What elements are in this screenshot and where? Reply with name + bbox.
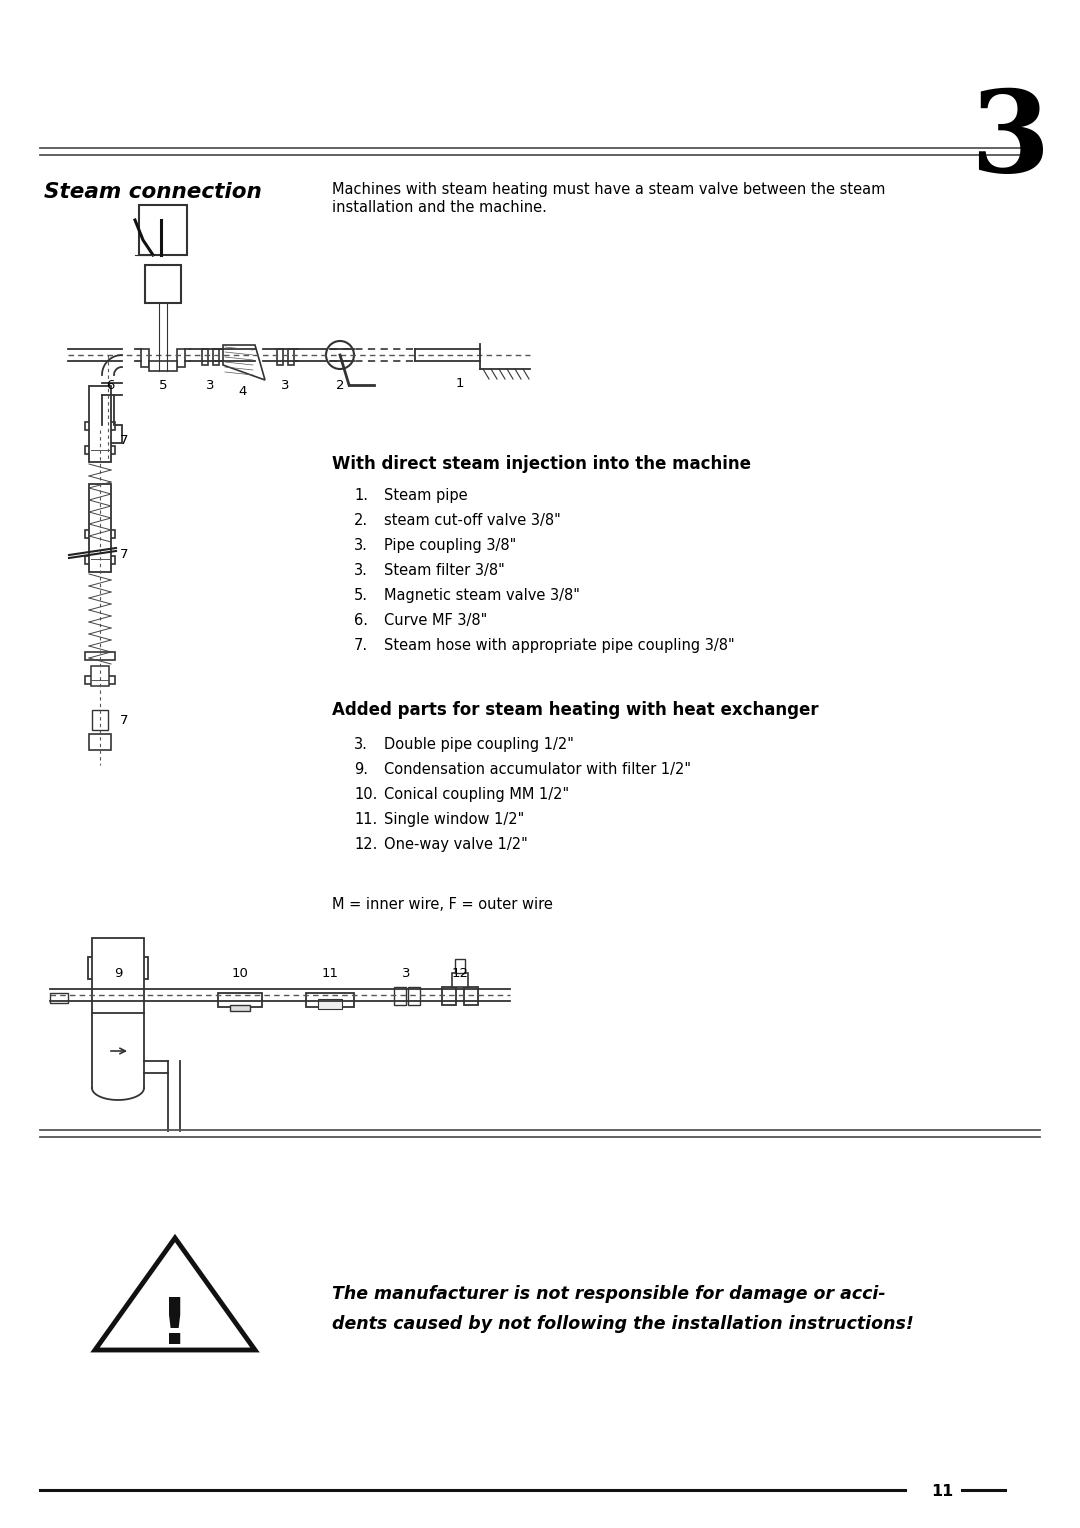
Text: 3: 3 — [402, 967, 410, 979]
Text: 11: 11 — [931, 1484, 954, 1499]
Text: 2.: 2. — [354, 513, 368, 529]
Text: Steam connection: Steam connection — [44, 182, 261, 202]
Bar — [89, 733, 111, 750]
Text: 3.: 3. — [354, 538, 368, 553]
Text: 11.: 11. — [354, 811, 377, 827]
Bar — [91, 666, 109, 686]
Text: 3: 3 — [206, 379, 214, 393]
Bar — [96, 425, 122, 443]
Text: Double pipe coupling 1/2": Double pipe coupling 1/2" — [384, 736, 573, 752]
Text: 10.: 10. — [354, 787, 377, 802]
Text: steam cut-off valve 3/8": steam cut-off valve 3/8" — [384, 513, 561, 529]
Text: 3.: 3. — [354, 562, 368, 578]
Bar — [306, 993, 354, 1007]
Bar — [177, 348, 185, 367]
Text: 3.: 3. — [354, 736, 368, 752]
Text: Pipe coupling 3/8": Pipe coupling 3/8" — [384, 538, 516, 553]
Text: With direct steam injection into the machine: With direct steam injection into the mac… — [332, 455, 751, 474]
Bar — [92, 938, 144, 1013]
Text: M = inner wire, F = outer wire: M = inner wire, F = outer wire — [332, 897, 553, 912]
Bar — [149, 361, 177, 371]
Text: 11: 11 — [322, 967, 338, 979]
Text: Conical coupling MM 1/2": Conical coupling MM 1/2" — [384, 787, 569, 802]
Text: The manufacturer is not responsible for damage or acci-: The manufacturer is not responsible for … — [332, 1285, 886, 1303]
Text: 12: 12 — [451, 967, 469, 979]
Text: dents caused by not following the installation instructions!: dents caused by not following the instal… — [332, 1316, 914, 1332]
Text: 5.: 5. — [354, 588, 368, 604]
Text: 3: 3 — [281, 379, 289, 393]
Bar — [85, 556, 114, 564]
Bar — [91, 545, 109, 565]
Bar — [89, 484, 111, 571]
Text: installation and the machine.: installation and the machine. — [332, 200, 546, 215]
Text: One-way valve 1/2": One-way valve 1/2" — [384, 837, 528, 853]
Text: 6: 6 — [106, 379, 114, 393]
Text: 3: 3 — [970, 86, 1050, 196]
Bar — [141, 348, 149, 367]
Text: Steam hose with appropriate pipe coupling 3/8": Steam hose with appropriate pipe couplin… — [384, 639, 734, 652]
Circle shape — [326, 341, 354, 368]
Polygon shape — [222, 345, 265, 380]
Bar — [85, 530, 114, 538]
Text: 1.: 1. — [354, 487, 368, 503]
Bar — [85, 422, 114, 429]
Bar — [85, 675, 114, 685]
Text: 7: 7 — [120, 714, 129, 726]
Bar — [145, 264, 181, 303]
Bar — [89, 387, 111, 461]
Bar — [218, 993, 262, 1007]
Text: 9: 9 — [113, 967, 122, 979]
Text: Single window 1/2": Single window 1/2" — [384, 811, 524, 827]
Text: 12.: 12. — [354, 837, 377, 853]
Bar — [213, 348, 219, 365]
Bar — [50, 993, 68, 1002]
Text: Condensation accumulator with filter 1/2": Condensation accumulator with filter 1/2… — [384, 762, 691, 778]
Text: Magnetic steam valve 3/8": Magnetic steam valve 3/8" — [384, 588, 580, 604]
Text: 10: 10 — [231, 967, 248, 979]
Bar — [91, 435, 109, 455]
Bar — [288, 348, 294, 365]
Text: Added parts for steam heating with heat exchanger: Added parts for steam heating with heat … — [332, 701, 819, 720]
Bar — [87, 957, 148, 979]
Bar — [318, 999, 342, 1008]
Bar — [85, 652, 114, 660]
Bar — [230, 1005, 249, 1012]
Text: 7: 7 — [120, 434, 129, 446]
Text: 2: 2 — [336, 379, 345, 393]
Text: 7: 7 — [120, 549, 129, 561]
Text: 9.: 9. — [354, 762, 368, 778]
Text: 4: 4 — [239, 385, 247, 397]
Text: Steam pipe: Steam pipe — [384, 487, 468, 503]
Bar — [202, 348, 208, 365]
Text: 6.: 6. — [354, 613, 368, 628]
Text: 7.: 7. — [354, 639, 368, 652]
Bar — [394, 987, 406, 1005]
Text: 5: 5 — [159, 379, 167, 393]
Polygon shape — [95, 1238, 255, 1351]
Text: 1: 1 — [456, 377, 464, 390]
Bar — [455, 960, 465, 973]
Bar — [453, 973, 468, 987]
Bar — [408, 987, 420, 1005]
Text: !: ! — [160, 1296, 190, 1357]
Text: Machines with steam heating must have a steam valve between the steam: Machines with steam heating must have a … — [332, 182, 886, 197]
Text: Curve MF 3/8": Curve MF 3/8" — [384, 613, 487, 628]
Text: Steam filter 3/8": Steam filter 3/8" — [384, 562, 504, 578]
Bar — [139, 205, 187, 255]
Bar — [442, 987, 456, 1005]
Bar — [276, 348, 283, 365]
Bar — [92, 711, 108, 730]
Bar — [85, 446, 114, 454]
Bar — [464, 987, 478, 1005]
